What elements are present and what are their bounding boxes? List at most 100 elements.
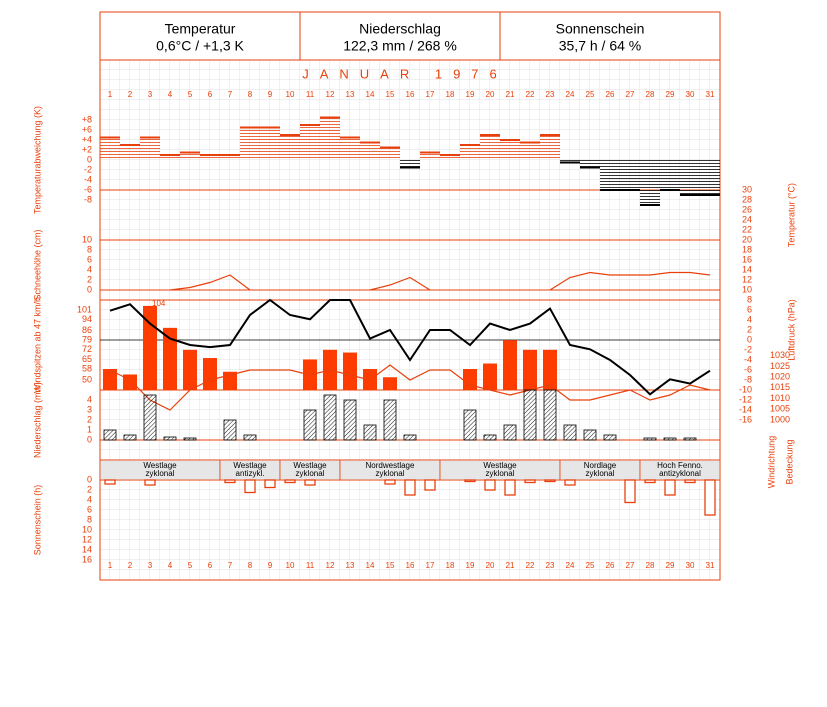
bar (143, 394, 157, 441)
day-label: 15 (386, 561, 395, 570)
value-label: 104 (152, 299, 166, 308)
day-label: 21 (506, 90, 515, 99)
series-line (109, 298, 711, 396)
bar (564, 479, 576, 486)
y-tick-label: -16 (739, 414, 752, 424)
day-label: 1 (108, 561, 113, 570)
y-tick-label: -2 (84, 164, 92, 174)
bar (183, 349, 197, 390)
deviation-bar (300, 125, 320, 160)
y-tick-label: 94 (82, 314, 92, 324)
bar (144, 479, 156, 486)
axis-title: Niederschlag (mm) (32, 382, 42, 458)
bar (684, 479, 696, 484)
day-label: 27 (626, 561, 635, 570)
deviation-bar (460, 145, 480, 160)
day-label: 29 (666, 561, 675, 570)
bar (223, 419, 237, 441)
day-label: 28 (646, 90, 655, 99)
day-label: 28 (646, 561, 655, 570)
bar (504, 479, 516, 496)
y-tick-label: 79 (82, 335, 92, 345)
day-label: 21 (506, 561, 515, 570)
bar (303, 409, 317, 441)
deviation-bar (100, 137, 120, 160)
bar (343, 352, 357, 390)
weather-label: zyklonal (586, 469, 615, 478)
y-tick-label: 28 (742, 194, 752, 204)
day-label: 20 (486, 561, 495, 570)
day-label: 27 (626, 90, 635, 99)
header-value: 122,3 mm / 268 % (343, 38, 457, 54)
y-tick-label: 10 (742, 284, 752, 294)
y-tick-label: 72 (82, 344, 92, 354)
y-tick-label: -6 (84, 184, 92, 194)
weather-label: zyklonal (146, 469, 175, 478)
day-label: 6 (208, 561, 213, 570)
day-label: 11 (306, 561, 315, 570)
y-tick-label: 1025 (770, 361, 790, 371)
axis-title: Windspitzen ab 47 km/h (32, 297, 42, 393)
day-label: 1 (108, 90, 113, 99)
y-tick-label: 1030 (770, 350, 790, 360)
y-tick-label: +4 (82, 134, 92, 144)
day-label: 10 (286, 561, 295, 570)
y-tick-label: 2 (87, 414, 92, 424)
bar (483, 434, 497, 441)
bar (524, 479, 536, 484)
bar (244, 479, 256, 494)
day-label: 18 (446, 561, 455, 570)
bar (183, 437, 197, 441)
bar (663, 437, 677, 441)
y-tick-label: 6 (87, 504, 92, 514)
bar (543, 349, 557, 390)
y-tick-label: -6 (744, 364, 752, 374)
bar (544, 479, 556, 483)
y-tick-label: 14 (82, 544, 92, 554)
day-label: 24 (566, 561, 575, 570)
bar (284, 479, 296, 484)
deviation-bar (420, 152, 440, 160)
day-label: 13 (346, 561, 355, 570)
weather-label: Westlage (293, 461, 327, 470)
month-title: JANUAR 1976 (302, 66, 508, 81)
y-tick-label: 0 (747, 334, 752, 344)
bar (363, 424, 377, 441)
y-tick-label: 24 (742, 214, 752, 224)
day-label: 14 (366, 561, 375, 570)
deviation-bar (180, 152, 200, 160)
y-tick-label: 2 (87, 274, 92, 284)
bar (384, 479, 396, 485)
bar (624, 479, 636, 504)
y-tick-label: 0 (87, 474, 92, 484)
day-label: 3 (148, 90, 153, 99)
day-label: 16 (406, 90, 415, 99)
axis-title: Temperaturabweichung (K) (32, 106, 42, 214)
deviation-bar (200, 155, 220, 160)
weather-label: Westlage (483, 461, 517, 470)
y-tick-label: 22 (742, 224, 752, 234)
deviation-bar (600, 160, 620, 190)
bar (323, 394, 337, 441)
bar (683, 437, 697, 441)
y-tick-label: 8 (87, 244, 92, 254)
y-tick-label: 1015 (770, 382, 790, 392)
bar (304, 479, 316, 486)
y-tick-label: 20 (742, 234, 752, 244)
y-tick-label: 0 (87, 434, 92, 444)
y-tick-label: 16 (82, 554, 92, 564)
bar (463, 409, 477, 441)
y-tick-label: 12 (82, 534, 92, 544)
day-label: 22 (526, 561, 535, 570)
bar (484, 479, 496, 491)
y-tick-label: 14 (742, 264, 752, 274)
y-tick-label: 86 (82, 325, 92, 335)
day-label: 20 (486, 90, 495, 99)
y-tick-label: 4 (87, 264, 92, 274)
day-label: 30 (686, 90, 695, 99)
day-label: 23 (546, 561, 555, 570)
weather-label: zyklonal (486, 469, 515, 478)
header-title: Niederschlag (359, 21, 441, 37)
bar (103, 369, 117, 390)
day-label: 7 (228, 90, 233, 99)
